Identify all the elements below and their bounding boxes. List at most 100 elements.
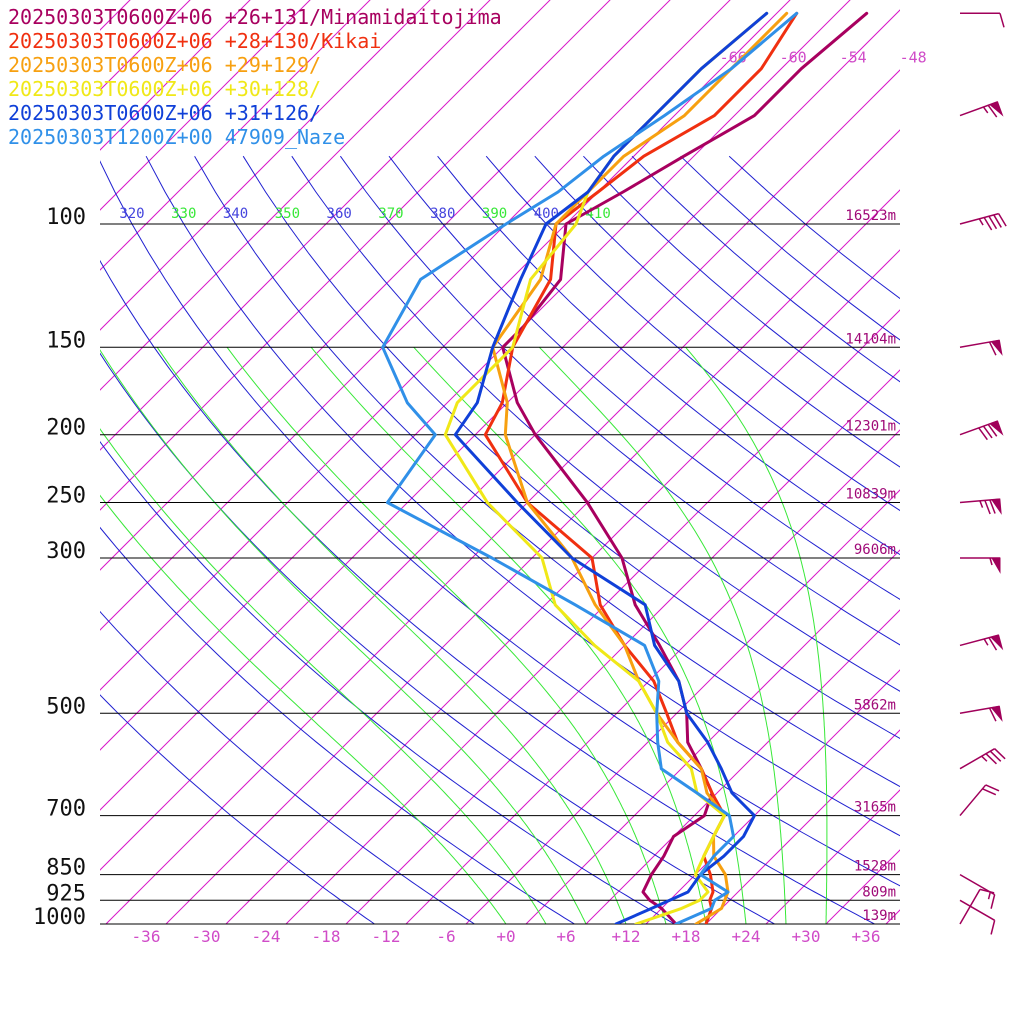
wind-barb-full (985, 784, 1000, 792)
temperature-tick-label: +6 (556, 927, 575, 946)
pressure-label: 925 (46, 881, 86, 906)
dry-adiabat-line (485, 155, 900, 512)
legend-entry: 20250303T0600Z+06 +26+131/Minamidaitojim… (8, 5, 502, 29)
legend-entry: 20250303T0600Z+06 +28+130/Kikai (8, 29, 381, 53)
pressure-label: 300 (46, 539, 86, 564)
dry-adiabat-line (100, 526, 576, 924)
sounding-series (381, 11, 869, 924)
wind-barb-half (982, 106, 989, 114)
wind-barb-full (988, 341, 997, 356)
wind-barb-full (994, 748, 1006, 760)
pressure-label: 200 (46, 416, 86, 441)
isobar-lines (100, 223, 900, 925)
theta-label: 320 (119, 206, 144, 222)
wind-barb (959, 212, 1007, 231)
wind-barb (959, 899, 996, 935)
sounding-line-4 (443, 11, 769, 924)
legend-entry: 20250303T1200Z+00 47909_Naze (8, 125, 345, 149)
isotherm-line (825, 849, 900, 924)
isotherm-line (100, 0, 491, 391)
height-label: 139m (862, 908, 896, 924)
wind-barb (959, 705, 1003, 722)
temperature-tick-label: +24 (732, 927, 761, 946)
wind-barb (959, 339, 1003, 356)
dry-adiabat-line (339, 155, 900, 646)
wind-barbs (959, 12, 1007, 935)
sounding-line-3 (491, 11, 789, 924)
legend-entry: 20250303T0600Z+06 +29+129/ (8, 53, 321, 77)
isotherm-line (465, 489, 900, 924)
wind-barb-staff (959, 784, 987, 817)
theta-label: 330 (171, 206, 196, 222)
dry-adiabat-line (388, 155, 900, 600)
moist-adiabat-line (100, 494, 507, 924)
pressure-label: 850 (46, 856, 86, 881)
wind-barb (960, 557, 1001, 574)
dry-adiabat-line (437, 155, 900, 556)
sounding-line-5 (453, 11, 769, 924)
wind-barb-full (982, 425, 993, 439)
wind-barb-flag (990, 498, 1002, 515)
wind-barb-staff (959, 899, 996, 921)
theta-label: 380 (430, 206, 455, 222)
legend-entry: 20250303T0600Z+06 +30+128/ (8, 77, 321, 101)
theta-label: 410 (586, 206, 611, 222)
isotherm-line (705, 729, 900, 924)
moist-adiabat-line (100, 428, 547, 924)
theta-label: 350 (275, 206, 300, 222)
height-labels: 16523m 14104m 12301m 10839m 9606m 5862m 3165m 1… (845, 208, 896, 924)
isotherm-line (885, 909, 900, 924)
wind-barb-full (988, 637, 998, 651)
pressure-label: 250 (46, 484, 86, 509)
isotherm-label: -60 (780, 48, 807, 66)
moist-adiabat-line (156, 347, 627, 924)
isotherm-label: -54 (840, 48, 867, 66)
wind-barb-half (978, 218, 984, 226)
isotherm-line (225, 249, 900, 924)
wind-barb-full (988, 215, 998, 230)
pressure-label: 100 (46, 205, 86, 230)
dry-adiabat-line (100, 440, 676, 924)
pressure-label: 150 (46, 328, 86, 353)
moist-adiabat-line (310, 346, 707, 924)
height-label: 16523m (845, 208, 896, 224)
temperature-tick-label: +18 (672, 927, 701, 946)
wind-barb-full (993, 214, 1002, 228)
wind-barb-full (990, 920, 996, 935)
isotherm-line (100, 0, 431, 331)
wind-barb-full (988, 707, 997, 722)
theta-label: 360 (327, 206, 352, 222)
wind-barb-full (984, 500, 991, 515)
wind-barb-half (989, 557, 993, 566)
dry-adiabat-line (100, 694, 376, 924)
temperature-tick-label: -18 (312, 927, 341, 946)
wind-barb-full (982, 788, 997, 796)
wind-barb-flag (990, 705, 1003, 722)
height-label: 1528m (854, 859, 896, 875)
height-label: 10839m (845, 487, 896, 503)
theta-label: 370 (378, 206, 403, 222)
wind-barb-staff (959, 748, 996, 770)
dry-adiabat-line (631, 155, 900, 383)
dry-adiabat-line (194, 155, 900, 788)
temperature-tick-label: +12 (612, 927, 641, 946)
wind-barb-full (985, 753, 997, 765)
wind-barb-flag (991, 557, 1001, 574)
temperature-tick-label: +30 (792, 927, 821, 946)
isotherm-line (525, 549, 900, 924)
temperature-tick-label: -24 (252, 927, 281, 946)
temperature-tick-label: -6 (436, 927, 455, 946)
dry-adiabat-line (145, 155, 900, 837)
dry-adiabat-line (100, 259, 876, 924)
height-label: 12301m (845, 419, 896, 435)
theta-label: 340 (223, 206, 248, 222)
legend: 20250303T0600Z+06 +26+131/Minamidaitojim… (8, 5, 502, 149)
dry-adiabat-line (100, 610, 476, 924)
temperature-tick-labels: -36 -30 -24 -18 -12 -6 +0 +6 +12 +18 +24 +30 +36 (132, 927, 881, 946)
isotherm-line (585, 609, 900, 924)
temperature-tick-label: +0 (496, 927, 515, 946)
wind-barb (959, 498, 1002, 515)
temperature-tick-label: +36 (852, 927, 881, 946)
pressure-label: 1000 (33, 905, 86, 930)
moist-adiabat-line (685, 346, 828, 924)
